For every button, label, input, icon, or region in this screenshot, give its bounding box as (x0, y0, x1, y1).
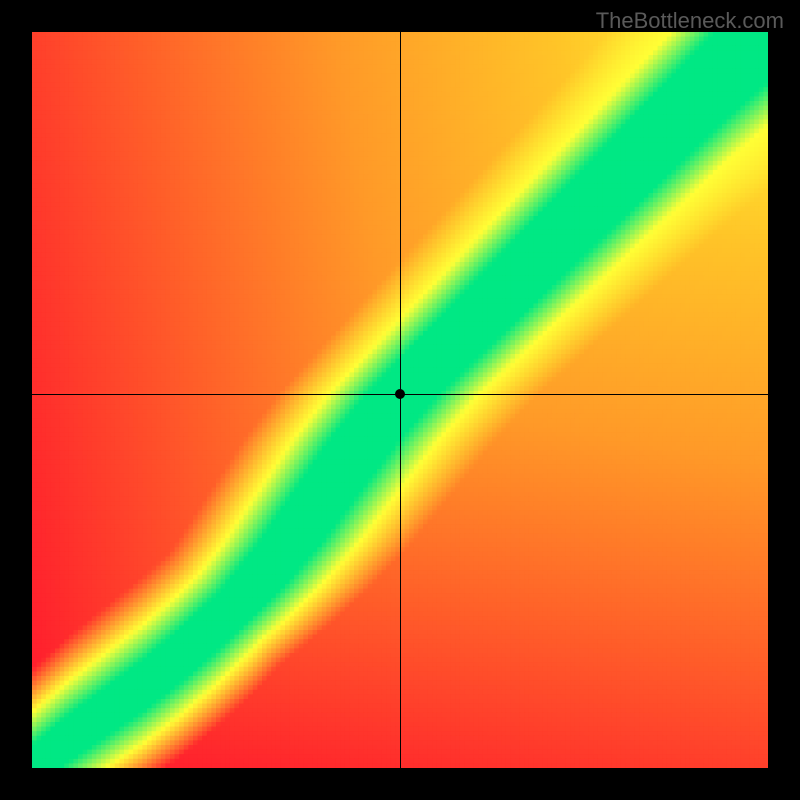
crosshair-vertical (400, 32, 401, 768)
plot-area (32, 32, 768, 768)
watermark-text: TheBottleneck.com (596, 8, 784, 34)
chart-frame: TheBottleneck.com (0, 0, 800, 800)
